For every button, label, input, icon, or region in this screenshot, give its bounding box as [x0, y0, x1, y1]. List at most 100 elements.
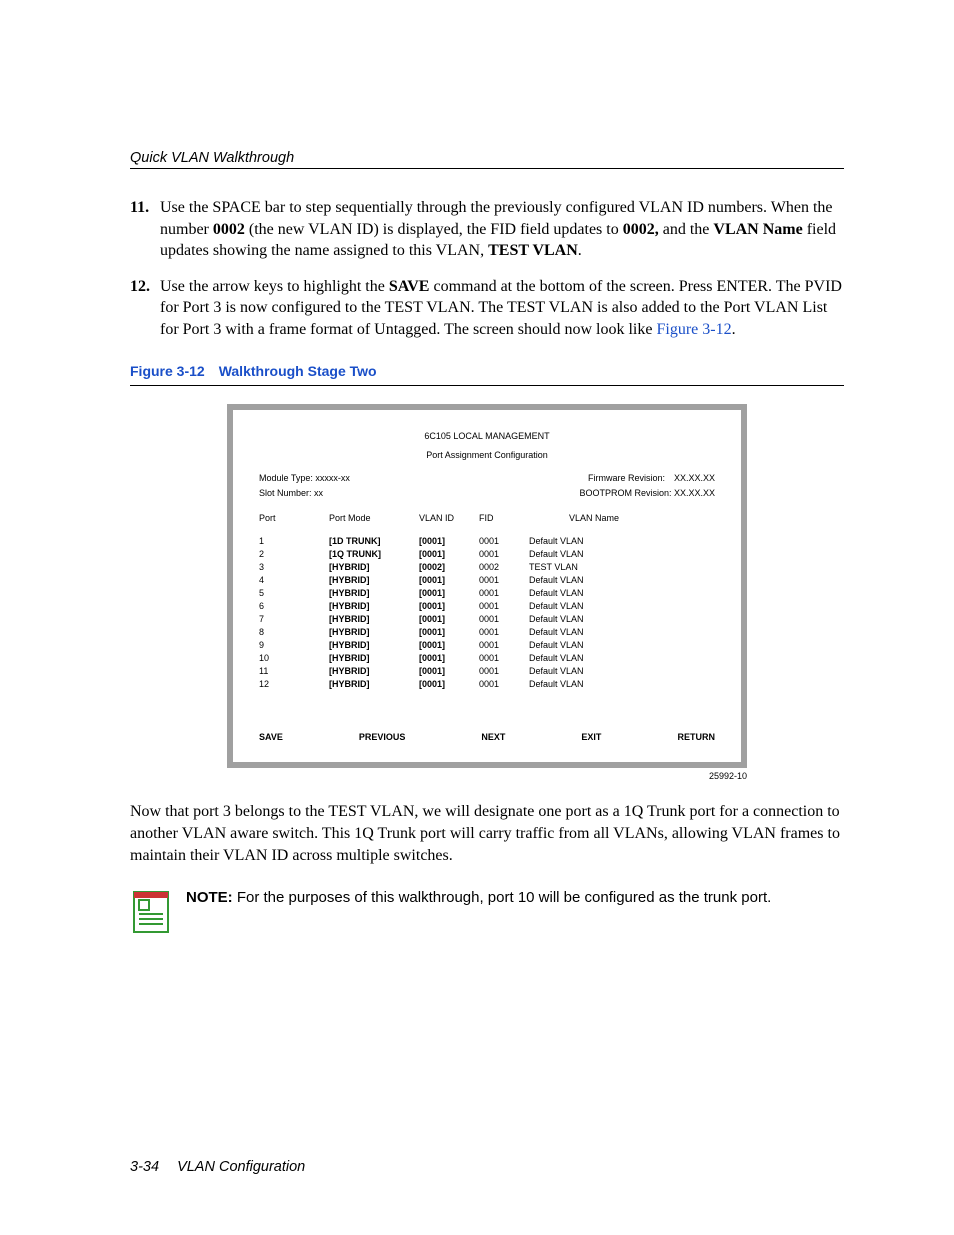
bold-text: 0002,	[623, 221, 659, 238]
terminal-column-headers: Port Port Mode VLAN ID FID VLAN Name	[259, 512, 715, 525]
cell-port: 2	[259, 548, 329, 561]
cell-vlanid: [0001]	[419, 678, 479, 691]
note-body: For the purposes of this walkthrough, po…	[233, 889, 772, 906]
cell-mode: [HYBRID]	[329, 587, 419, 600]
note-icon	[130, 888, 172, 936]
step-item: 12.Use the arrow keys to highlight the S…	[130, 276, 844, 341]
cell-fid: 0001	[479, 574, 529, 587]
step-body: Use the SPACE bar to step sequentially t…	[160, 197, 844, 262]
cell-vlanid: [0001]	[419, 626, 479, 639]
cell-name: Default VLAN	[529, 574, 715, 587]
cell-fid: 0001	[479, 613, 529, 626]
cell-vlanid: [0001]	[419, 665, 479, 678]
step-number: 12.	[130, 276, 160, 341]
figure-rule	[130, 385, 844, 386]
cell-name: TEST VLAN	[529, 561, 715, 574]
cmd-save: SAVE	[259, 731, 283, 744]
cell-name: Default VLAN	[529, 639, 715, 652]
cell-mode: [HYBRID]	[329, 561, 419, 574]
figure-caption: Figure 3-12 Walkthrough Stage Two	[130, 363, 844, 379]
cell-fid: 0001	[479, 535, 529, 548]
bold-text: SAVE	[389, 278, 430, 295]
cell-fid: 0002	[479, 561, 529, 574]
terminal-row: 11[HYBRID][0001]0001Default VLAN	[259, 665, 715, 678]
cell-name: Default VLAN	[529, 613, 715, 626]
step-body: Use the arrow keys to highlight the SAVE…	[160, 276, 844, 341]
cell-port: 12	[259, 678, 329, 691]
bold-text: TEST VLAN	[488, 242, 578, 259]
terminal-row: 6[HYBRID][0001]0001Default VLAN	[259, 600, 715, 613]
hdr-name: VLAN Name	[529, 512, 715, 525]
cell-mode: [1D TRUNK]	[329, 535, 419, 548]
footer-section: VLAN Configuration	[177, 1159, 305, 1175]
plain-text: .	[732, 321, 736, 338]
terminal-row: 5[HYBRID][0001]0001Default VLAN	[259, 587, 715, 600]
cell-fid: 0001	[479, 587, 529, 600]
cell-name: Default VLAN	[529, 626, 715, 639]
terminal-row: 7[HYBRID][0001]0001Default VLAN	[259, 613, 715, 626]
cell-vlanid: [0001]	[419, 535, 479, 548]
module-type: Module Type: xxxxx-xx	[259, 472, 350, 485]
terminal-subtitle: Port Assignment Configuration	[259, 449, 715, 462]
terminal-row: 4[HYBRID][0001]0001Default VLAN	[259, 574, 715, 587]
note-label: NOTE:	[186, 889, 233, 906]
cell-port: 3	[259, 561, 329, 574]
bold-text: VLAN Name	[713, 221, 802, 238]
cell-fid: 0001	[479, 600, 529, 613]
cell-port: 1	[259, 535, 329, 548]
figure-id: 25992-10	[227, 771, 747, 781]
cell-name: Default VLAN	[529, 587, 715, 600]
cmd-exit: EXIT	[581, 731, 601, 744]
cell-port: 4	[259, 574, 329, 587]
terminal-rows: 1[1D TRUNK][0001]0001Default VLAN2[1Q TR…	[259, 535, 715, 692]
cell-fid: 0001	[479, 548, 529, 561]
figure-title: Walkthrough Stage Two	[219, 363, 377, 379]
cell-port: 8	[259, 626, 329, 639]
terminal-row: 2[1Q TRUNK][0001]0001Default VLAN	[259, 548, 715, 561]
slot-number: Slot Number: xx	[259, 487, 323, 500]
terminal-meta-row-2: Slot Number: xx BOOTPROM Revision: XX.XX…	[259, 487, 715, 500]
terminal-row: 8[HYBRID][0001]0001Default VLAN	[259, 626, 715, 639]
note-text-wrapper: NOTE: For the purposes of this walkthrou…	[186, 888, 771, 936]
hdr-mode: Port Mode	[329, 512, 419, 525]
cell-fid: 0001	[479, 626, 529, 639]
cell-mode: [HYBRID]	[329, 652, 419, 665]
plain-text: (the new VLAN ID) is displayed, the FID …	[245, 221, 623, 238]
cell-fid: 0001	[479, 639, 529, 652]
cell-mode: [1Q TRUNK]	[329, 548, 419, 561]
cell-vlanid: [0001]	[419, 574, 479, 587]
step-item: 11.Use the SPACE bar to step sequentiall…	[130, 197, 844, 262]
page-footer: 3-34 VLAN Configuration	[130, 1159, 305, 1175]
cell-fid: 0001	[479, 652, 529, 665]
cell-name: Default VLAN	[529, 548, 715, 561]
cell-vlanid: [0001]	[419, 652, 479, 665]
cmd-next: NEXT	[481, 731, 505, 744]
plain-text: and the	[659, 221, 714, 238]
cell-mode: [HYBRID]	[329, 665, 419, 678]
cell-port: 11	[259, 665, 329, 678]
bold-text: 0002	[213, 221, 245, 238]
plain-text: Use the arrow keys to highlight the	[160, 278, 389, 295]
cell-vlanid: [0002]	[419, 561, 479, 574]
cell-port: 6	[259, 600, 329, 613]
cell-mode: [HYBRID]	[329, 639, 419, 652]
cell-mode: [HYBRID]	[329, 678, 419, 691]
hdr-vlanid: VLAN ID	[419, 512, 479, 525]
cell-name: Default VLAN	[529, 535, 715, 548]
body-paragraph: Now that port 3 belongs to the TEST VLAN…	[130, 801, 844, 866]
terminal-row: 12[HYBRID][0001]0001Default VLAN	[259, 678, 715, 691]
cell-mode: [HYBRID]	[329, 574, 419, 587]
figure-link[interactable]: Figure 3-12	[656, 321, 731, 338]
cell-name: Default VLAN	[529, 652, 715, 665]
running-header: Quick VLAN Walkthrough	[130, 150, 844, 169]
plain-text: .	[578, 242, 582, 259]
firmware-rev: Firmware Revision: XX.XX.XX	[588, 472, 715, 485]
terminal-row: 10[HYBRID][0001]0001Default VLAN	[259, 652, 715, 665]
terminal-title: 6C105 LOCAL MANAGEMENT	[259, 430, 715, 443]
page-number: 3-34	[130, 1159, 159, 1175]
cell-port: 9	[259, 639, 329, 652]
figure-gap	[205, 363, 219, 379]
cmd-previous: PREVIOUS	[359, 731, 406, 744]
terminal-commands: SAVE PREVIOUS NEXT EXIT RETURN	[259, 731, 715, 744]
cell-port: 5	[259, 587, 329, 600]
